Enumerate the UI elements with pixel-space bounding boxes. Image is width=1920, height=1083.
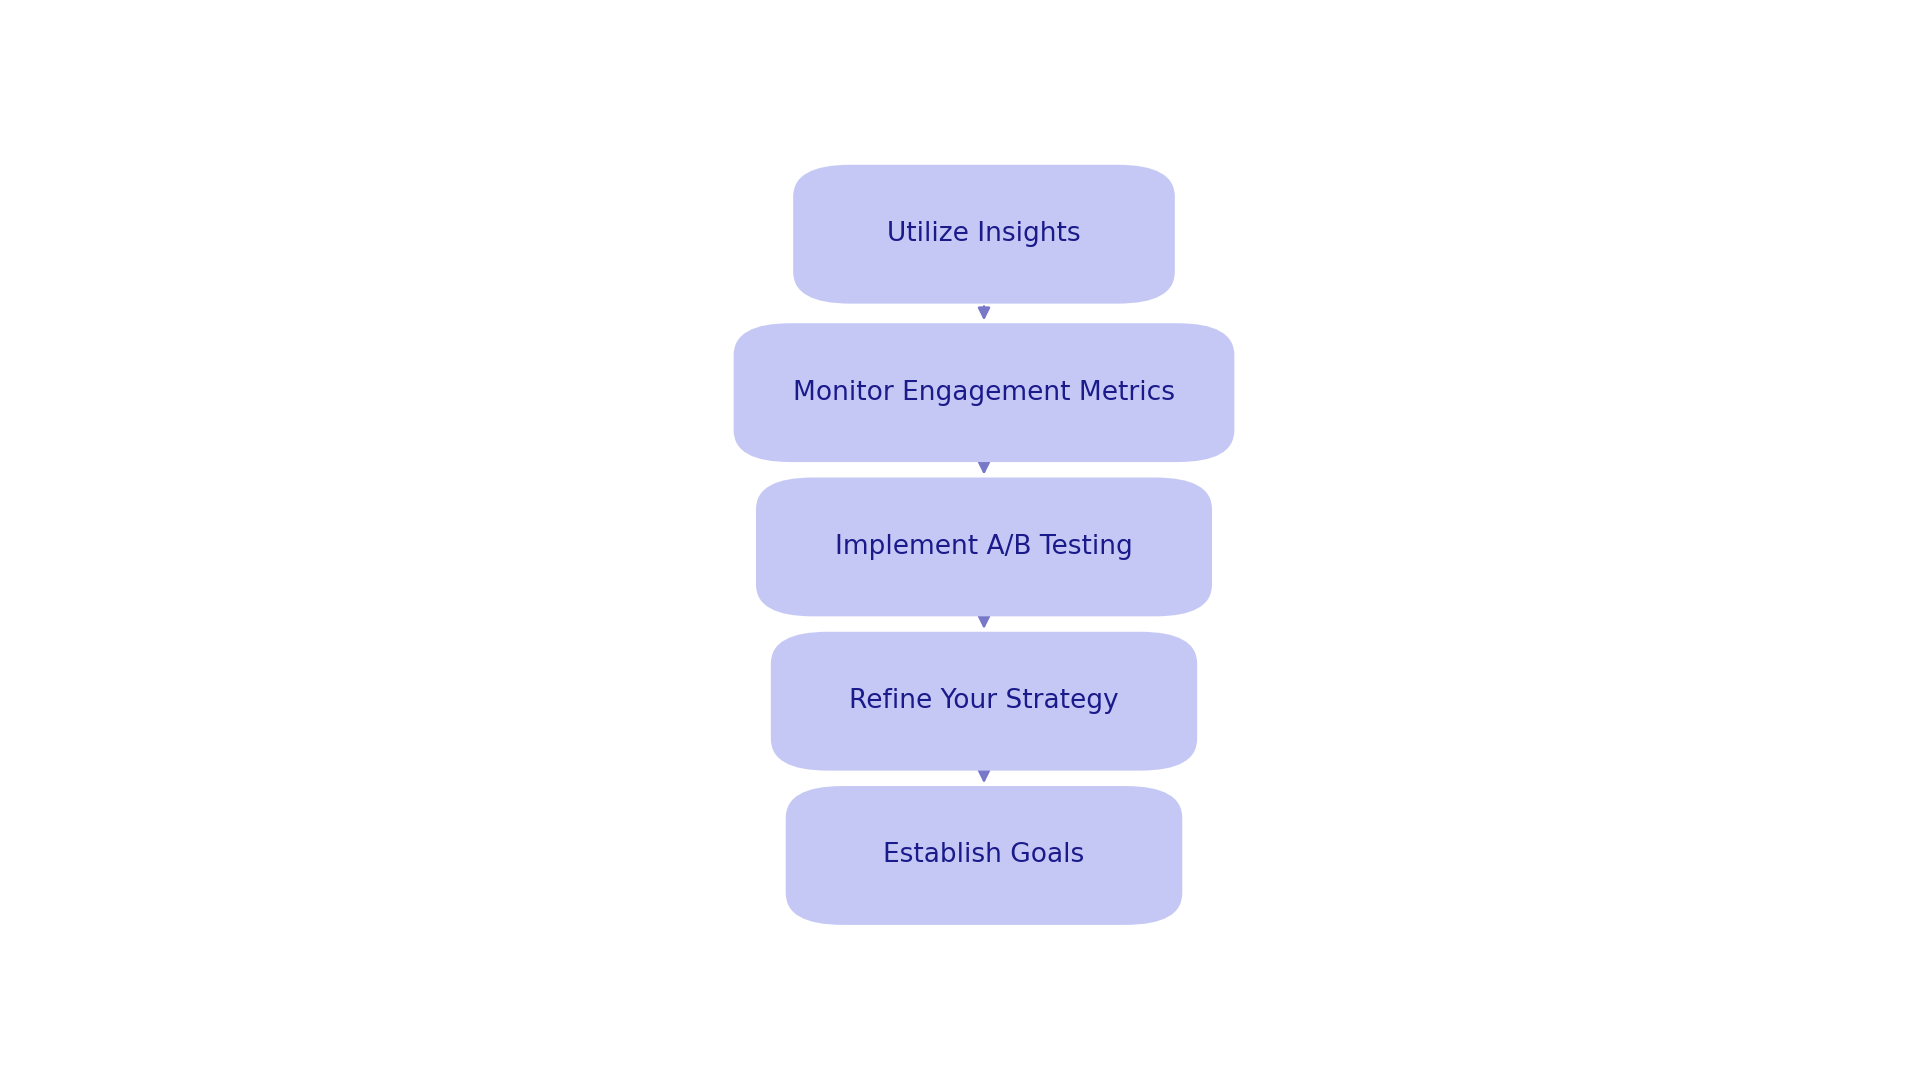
- Text: Establish Goals: Establish Goals: [883, 843, 1085, 869]
- FancyBboxPatch shape: [785, 786, 1183, 925]
- Text: Refine Your Strategy: Refine Your Strategy: [849, 688, 1119, 714]
- Text: Monitor Engagement Metrics: Monitor Engagement Metrics: [793, 380, 1175, 406]
- FancyBboxPatch shape: [793, 165, 1175, 303]
- FancyBboxPatch shape: [770, 631, 1198, 771]
- Text: Utilize Insights: Utilize Insights: [887, 221, 1081, 247]
- FancyBboxPatch shape: [756, 478, 1212, 616]
- Text: Implement A/B Testing: Implement A/B Testing: [835, 534, 1133, 560]
- FancyBboxPatch shape: [733, 323, 1235, 462]
